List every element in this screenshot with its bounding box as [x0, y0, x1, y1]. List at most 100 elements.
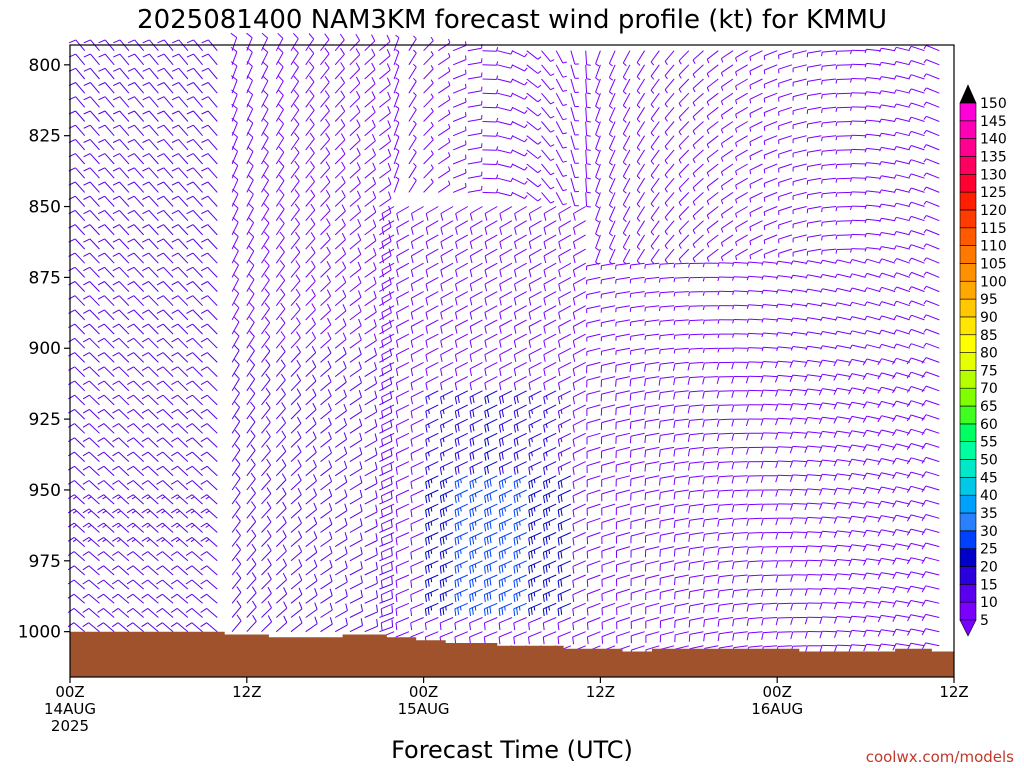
wind-barb [455, 206, 469, 221]
wind-barb [112, 138, 130, 151]
wind-barb [688, 503, 704, 514]
wind-barb [261, 345, 271, 363]
wind-barb [156, 224, 174, 236]
wind-barb [792, 191, 807, 200]
wind-barb [452, 154, 467, 165]
wind-barb [396, 305, 410, 320]
wind-barb [156, 536, 174, 547]
wind-barb [425, 305, 439, 320]
wind-barb [261, 330, 271, 349]
wind-barb [97, 565, 115, 576]
wind-barb [185, 508, 203, 519]
wind-barb [821, 106, 837, 113]
wind-barb [127, 82, 145, 94]
wind-barb [305, 331, 317, 349]
wind-barb [600, 319, 616, 327]
wind-barb [305, 516, 318, 533]
wind-barb [156, 579, 174, 590]
wind-barb [380, 574, 395, 588]
wind-barb [877, 472, 896, 480]
chart-title: 2025081400 NAM3KM forecast wind profile … [137, 5, 887, 35]
wind-barb [290, 544, 303, 562]
wind-barb [746, 446, 763, 455]
wind-barb [410, 361, 424, 377]
wind-barb [200, 593, 218, 604]
wind-barb [720, 64, 734, 77]
wind-barb [112, 522, 130, 533]
wind-barb [586, 347, 601, 356]
wind-barb [674, 617, 689, 628]
wind-barb [513, 503, 527, 518]
wind-barb [555, 92, 567, 106]
wind-barb [423, 65, 434, 80]
wind-barb [364, 233, 377, 250]
colorbar-segment [959, 352, 977, 371]
wind-barb [673, 475, 689, 486]
wind-barb [659, 602, 675, 614]
wind-barb [702, 333, 719, 339]
wind-barb [892, 414, 910, 422]
wind-barb [185, 551, 203, 562]
wind-barb [127, 53, 145, 66]
wind-barb [98, 153, 115, 165]
wind-barb [408, 163, 417, 179]
wind-barb [290, 416, 302, 434]
wind-barb [290, 616, 303, 633]
wind-barb [608, 234, 616, 251]
wind-barb [586, 532, 601, 545]
wind-barb [658, 376, 675, 386]
wind-barb [511, 149, 528, 157]
wind-barb [735, 64, 748, 76]
wind-barb [833, 473, 851, 481]
wind-barb [763, 78, 778, 89]
wind-barb [275, 359, 286, 377]
wind-barb [112, 252, 130, 264]
wind-barb [921, 514, 940, 521]
wind-barb [424, 617, 439, 631]
wind-barb [601, 532, 616, 545]
wind-barb [732, 347, 748, 353]
wind-barb [440, 319, 454, 334]
wind-barb [171, 352, 189, 363]
wind-barb [835, 220, 851, 226]
wind-barb [305, 531, 318, 547]
wind-barb [141, 408, 159, 420]
wind-barb [469, 446, 483, 461]
wind-barb [112, 195, 130, 207]
wind-barb [423, 164, 434, 179]
wind-barb [379, 590, 393, 604]
wind-barb [595, 220, 601, 237]
wind-barb [864, 190, 881, 195]
wind-barb [67, 593, 86, 604]
wind-barb [142, 181, 159, 193]
colorbar-segment [959, 191, 977, 211]
wind-barb [171, 380, 189, 392]
wind-barb [659, 347, 675, 354]
wind-barb [673, 517, 689, 528]
wind-barb [879, 61, 896, 67]
wind-barb [688, 276, 704, 282]
credit-link[interactable]: coolwx.com/models [866, 748, 1014, 766]
wind-barb [819, 530, 837, 539]
wind-barb [112, 451, 130, 462]
wind-barb [906, 514, 925, 522]
colorbar-segment [959, 334, 977, 353]
wind-barb [761, 574, 778, 583]
wind-barb [305, 61, 315, 80]
wind-barb [484, 347, 498, 362]
wind-barb [111, 607, 130, 618]
wind-barb [261, 373, 271, 392]
wind-barb [141, 366, 159, 377]
wind-barb [717, 546, 734, 556]
wind-barb [906, 485, 925, 493]
wind-barb [112, 266, 130, 278]
wind-barb [572, 404, 586, 419]
wind-barb [792, 177, 807, 186]
wind-barb [290, 402, 302, 420]
wind-barb [716, 446, 734, 456]
wind-barb [305, 502, 318, 519]
wind-barb [349, 119, 361, 137]
wind-barb [349, 304, 362, 321]
wind-barb [716, 390, 734, 399]
wind-barb [157, 96, 174, 108]
